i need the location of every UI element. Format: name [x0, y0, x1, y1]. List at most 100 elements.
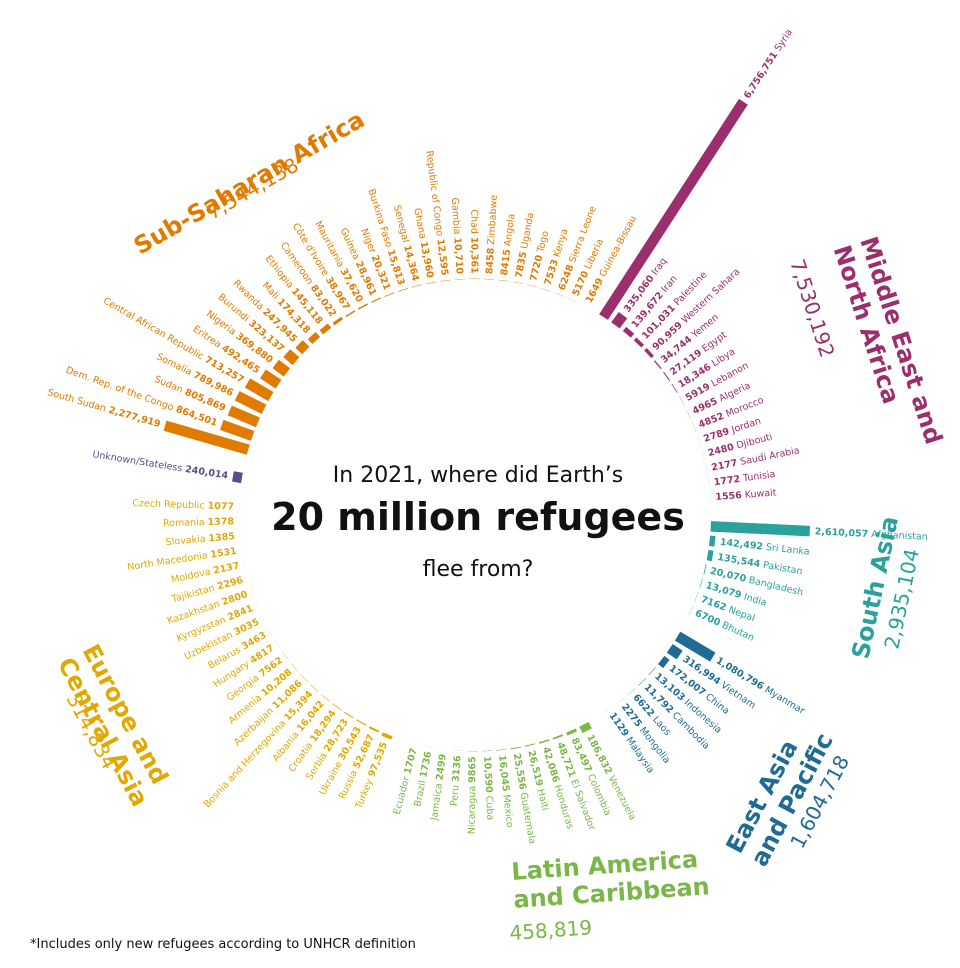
bar [371, 297, 382, 303]
value-label: 2480 [707, 441, 736, 458]
bar [526, 284, 538, 288]
bar [356, 719, 367, 726]
bar [384, 292, 395, 297]
category-label: Chad [469, 209, 480, 234]
bar [411, 284, 423, 288]
bar [254, 600, 260, 611]
category-label: Unknown/Stateless [92, 449, 183, 474]
bar [644, 348, 654, 359]
region-name: Europe andCentral Asia [52, 640, 179, 811]
category-label: Kuwait [744, 487, 777, 500]
bar [653, 360, 662, 370]
bar [604, 706, 614, 713]
bar-group: Peru 3136 [448, 750, 464, 807]
title-line: flee from? [423, 557, 534, 582]
bar [579, 721, 592, 734]
title-line: In 2021, where did Earth’s [333, 463, 623, 488]
bar-label: 6,756,751 Syria [741, 27, 794, 101]
category-label: Afghanistan [871, 529, 928, 543]
bar-group: 8458 Zimbabwe [483, 194, 499, 280]
value-label: 12,595 [435, 238, 450, 276]
category-label: Kenya [551, 227, 570, 258]
value-label: 2,610,057 [815, 526, 869, 540]
value-label: 7835 [513, 251, 529, 279]
category-label: Central African Republic [101, 295, 205, 362]
bar [568, 297, 578, 303]
category-label: Romania [163, 517, 205, 529]
bar [440, 279, 451, 282]
bar [398, 287, 409, 292]
bar [163, 420, 250, 455]
category-label: Tunisia [741, 468, 776, 483]
bar-label: Czech Republic 1077 [132, 497, 234, 512]
bar [426, 281, 437, 285]
value-label: 1736 [418, 750, 434, 778]
value-label: 8458 [484, 247, 497, 274]
bar [710, 521, 811, 537]
bar [552, 734, 564, 740]
bar [709, 535, 716, 547]
category-label: Iran [659, 273, 679, 294]
value-label: 3136 [450, 755, 463, 783]
category-label: Republic of Congo [424, 150, 446, 237]
bar [671, 383, 678, 393]
bar [554, 292, 565, 297]
bar-group: 16,045 Mexico [496, 748, 516, 828]
category-label: Nicaragua [466, 786, 478, 835]
category-label: Venezuela [606, 774, 638, 822]
value-label: 1531 [210, 545, 238, 560]
category-label: Angola [502, 213, 517, 247]
bar-label: 10,590 Cuba [482, 756, 496, 821]
bar [674, 631, 716, 662]
bar [706, 549, 714, 562]
bar [244, 378, 274, 402]
bar-label: Central African Republic 713,257 [101, 295, 245, 385]
bar-group: 10,590 Cuba [481, 750, 496, 821]
bar [679, 396, 685, 406]
bar-label: Slovakia 1385 [165, 531, 235, 548]
bar [274, 639, 281, 649]
bar [709, 492, 711, 503]
category-label: Djibouti [735, 431, 773, 451]
bar-group: 1772 Tunisia [708, 468, 776, 489]
bar [498, 279, 509, 282]
region-total: 458,819 [509, 915, 593, 945]
bar-group: Jamaica 2499 [428, 748, 449, 822]
category-label: Gambia [449, 197, 462, 235]
bar-label: Chad 10,361 [469, 209, 480, 273]
bar [307, 332, 321, 344]
bar [227, 405, 260, 428]
value-label: 10,710 [452, 237, 465, 275]
bar-group: 142,492 Sri Lanka [709, 535, 810, 557]
bar [290, 663, 299, 672]
bar [232, 471, 243, 484]
bar [540, 288, 551, 292]
category-label: Niger [359, 227, 379, 255]
category-label: Ghana [412, 207, 429, 240]
bar [688, 605, 694, 616]
bar [234, 391, 267, 414]
value-label: 13,960 [418, 241, 436, 279]
bar-label: Peru 3136 [448, 755, 463, 807]
region-name: Latin Americaand Caribbean [510, 844, 710, 914]
bar [332, 703, 342, 711]
bar-label: Unknown/Stateless 240,014 [92, 449, 230, 481]
bar-group: Brazil 1736 [412, 745, 435, 808]
category-label: Iraq [649, 256, 669, 277]
bar [344, 711, 354, 719]
category-label: Jordan [729, 415, 762, 435]
value-label: 240,014 [184, 463, 229, 481]
bar [260, 369, 282, 389]
bar [481, 750, 493, 752]
bar-group: Gambia 10,710 [449, 197, 466, 280]
bar [708, 477, 710, 489]
category-label: Senegal [391, 204, 411, 244]
bar [599, 98, 748, 320]
bar [246, 573, 250, 584]
value-label: 1772 [713, 473, 741, 487]
bar [699, 578, 703, 589]
bar [283, 349, 300, 366]
bar [496, 748, 507, 751]
category-label: Uganda [519, 212, 536, 250]
category-label: Haiti [535, 788, 551, 812]
